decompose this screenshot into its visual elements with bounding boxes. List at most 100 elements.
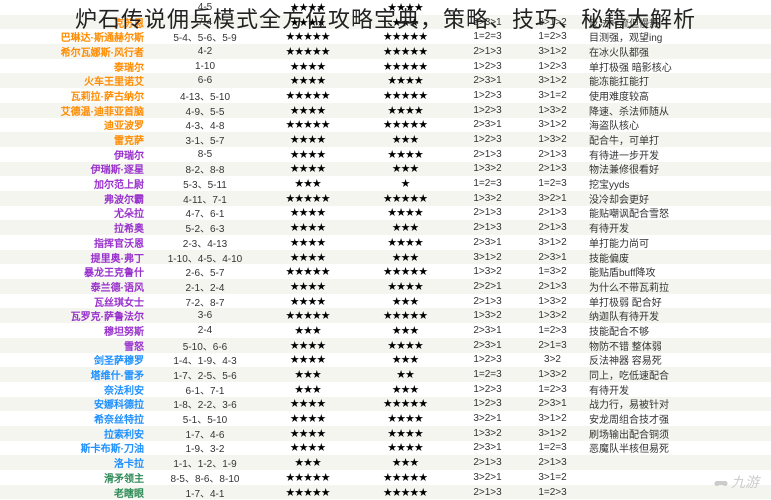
note: 能贴盾buff降攻	[585, 264, 755, 279]
rating-1: ★★★★	[260, 397, 355, 410]
level-range: 2-4	[150, 325, 260, 336]
priority-2: 3>1>2	[520, 75, 585, 86]
rating-1: ★★★★	[260, 236, 355, 249]
level-range: 8-2、8-8	[150, 161, 260, 176]
page-title: 炉石传说佣兵模式全方位攻略宝典，策略、技巧、秘籍大解析	[0, 2, 771, 34]
priority-1: 1>3>2	[455, 163, 520, 174]
rating-1: ★★★★	[260, 353, 355, 366]
hero-name: 希尔瓦娜斯·风行者	[0, 44, 150, 59]
priority-2: 2>1>3	[520, 457, 585, 468]
rating-1: ★★★	[260, 177, 355, 190]
level-range: 8-5、8-6、8-10	[150, 470, 260, 485]
rating-1: ★★★★★	[260, 486, 355, 499]
priority-1: 1=2=3	[455, 178, 520, 189]
hero-name: 火车王里诺艾	[0, 73, 150, 88]
rating-1: ★★★★★	[260, 45, 355, 58]
level-range: 1-9、3-2	[150, 440, 260, 455]
rating-2: ★★	[355, 368, 455, 381]
rating-2: ★★★★★	[355, 397, 455, 410]
rating-2: ★★★★	[355, 412, 455, 425]
note: 战力行，易被针对	[585, 396, 755, 411]
note: 单打极强 暗影核心	[585, 59, 755, 74]
level-range: 5-10、6-6	[150, 338, 260, 353]
priority-1: 1>3>2	[455, 266, 520, 277]
note: 单打极弱 配合好	[585, 294, 755, 309]
hero-name: 洛卡拉	[0, 455, 150, 470]
rating-1: ★★★★	[260, 280, 355, 293]
hero-name: 加尔范上尉	[0, 176, 150, 191]
priority-1: 1>2>3	[455, 134, 520, 145]
level-range: 7-2、8-7	[150, 294, 260, 309]
table-row: 塔维什·雷矛1-7、2-5、5-6★★★★★1=2=31>3>2同上，吃低速配合	[0, 367, 771, 382]
rating-2: ★★★★★	[355, 118, 455, 131]
rating-1: ★★★★	[260, 104, 355, 117]
hero-name: 泰兰德·语风	[0, 279, 150, 294]
priority-1: 2>1>3	[455, 222, 520, 233]
note: 为什么不带瓦莉拉	[585, 279, 755, 294]
watermark: 九游	[713, 472, 759, 492]
hero-name: 瓦莉拉·萨古纳尔	[0, 88, 150, 103]
table-row: 暴龙王克鲁什2-6、5-7★★★★★★★★★★1>3>21=3>2能贴盾buff…	[0, 264, 771, 279]
level-range: 4-13、5-10	[150, 88, 260, 103]
priority-1: 3>2>1	[455, 413, 520, 424]
rating-1: ★★★	[260, 456, 355, 469]
rating-1: ★★★★	[260, 427, 355, 440]
note: 使用难度较高	[585, 88, 755, 103]
rating-1: ★★★	[260, 324, 355, 337]
priority-1: 2>1>3	[455, 149, 520, 160]
level-range: 1-4、1-9、4-3	[150, 352, 260, 367]
priority-2: 1=3>2	[520, 266, 585, 277]
table-row: 提里奥·弗丁1-10、4-5、4-10★★★★★★★3>1>22>3>1技能偏废	[0, 250, 771, 265]
note: 能贴嘲讽配合雪怒	[585, 205, 755, 220]
note: 物法兼修很看好	[585, 161, 755, 176]
level-range: 1-10、4-5、4-10	[150, 250, 260, 265]
priority-2: 2>1>3	[520, 222, 585, 233]
rating-2: ★★★	[355, 295, 455, 308]
rating-1: ★★★★	[260, 295, 355, 308]
priority-1: 2>3>1	[455, 340, 520, 351]
hero-name: 伊瑞尔	[0, 147, 150, 162]
table-row: 迪亚波罗4-3、4-8★★★★★★★★★★2>3>13>1>2海盗队核心	[0, 118, 771, 133]
rating-1: ★★★★★	[260, 471, 355, 484]
rating-1: ★★★★	[260, 60, 355, 73]
rating-2: ★★★★	[355, 74, 455, 87]
rating-1: ★★★★★	[260, 118, 355, 131]
rating-1: ★★★★	[260, 162, 355, 175]
level-range: 8-5	[150, 149, 260, 160]
table-row: 瓦罗克·萨鲁法尔3-6★★★★★★★★★★1>3>21>3>2纳迦队有待开发	[0, 308, 771, 323]
hero-name: 弗波尔霸	[0, 191, 150, 206]
priority-1: 2>1>3	[455, 457, 520, 468]
level-range: 2-3、4-13	[150, 235, 260, 250]
level-range: 1-7、4-6	[150, 426, 260, 441]
rating-1: ★★★★★	[260, 192, 355, 205]
table-row: 斯卡布斯·刀油1-9、3-2★★★★★★★★2>3>11=2=3恶魔队半核但易死	[0, 441, 771, 456]
rating-1: ★★★	[260, 383, 355, 396]
rating-2: ★★★	[355, 251, 455, 264]
priority-2: 2>1>3	[520, 149, 585, 160]
rating-1: ★★★★	[260, 74, 355, 87]
table-row: 安娜科德拉1-8、2-2、3-6★★★★★★★★★1>2>32>3>1战力行，易…	[0, 397, 771, 412]
priority-1: 1>3>2	[455, 193, 520, 204]
note: 有待开发	[585, 220, 755, 235]
rating-1: ★★★★	[260, 339, 355, 352]
note: 没冷却会更好	[585, 191, 755, 206]
note: 有待进一步开发	[585, 147, 755, 162]
level-range: 4-9、5-5	[150, 103, 260, 118]
level-range: 5-2、6-3	[150, 220, 260, 235]
priority-2: 3>1=2	[520, 90, 585, 101]
level-range: 4-7、6-1	[150, 205, 260, 220]
table-row: 弗波尔霸4-11、7-1★★★★★★★★★★1>3>23>2>1没冷却会更好	[0, 191, 771, 206]
priority-2: 1>2>3	[520, 61, 585, 72]
priority-2: 1>3>2	[520, 369, 585, 380]
rating-1: ★★★★	[260, 133, 355, 146]
note: 安龙周组合技才强	[585, 411, 755, 426]
rating-2: ★★★	[355, 353, 455, 366]
rating-2: ★★★★★	[355, 486, 455, 499]
level-range: 4-3、4-8	[150, 117, 260, 132]
hero-table: 4-5★★★★★★★★克苏恩7-4★★★★★★★2>3>13>1>2反法一流但慢…	[0, 0, 771, 499]
priority-2: 3>1=2	[520, 472, 585, 483]
hero-name: 老瞎眼	[0, 485, 150, 500]
priority-1: 3>2>1	[455, 472, 520, 483]
priority-1: 2>1>3	[455, 207, 520, 218]
rating-2: ★★★	[355, 221, 455, 234]
